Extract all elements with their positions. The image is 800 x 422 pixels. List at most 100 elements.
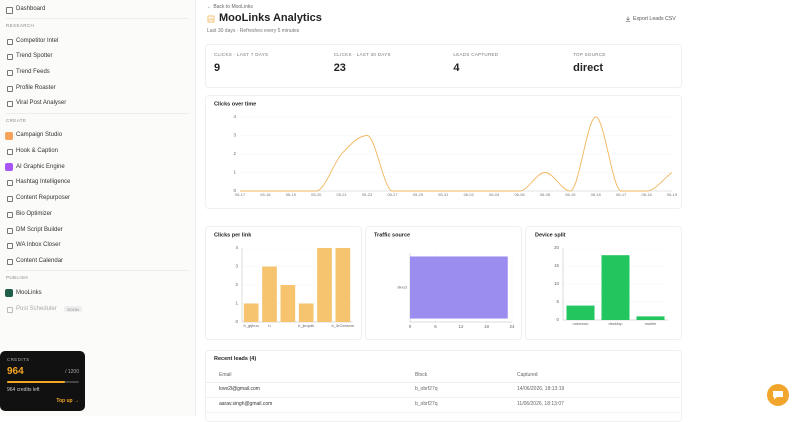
bar	[280, 285, 296, 322]
x-tick-label: 05-17	[235, 192, 246, 197]
line-series	[240, 116, 673, 192]
x-tick-label: 05-27	[387, 192, 398, 197]
credits-title: CREDITS	[7, 357, 30, 362]
nav-icon	[5, 131, 13, 140]
stats-card	[205, 44, 682, 88]
y-tick-label: direct	[397, 285, 408, 290]
traffic-card	[365, 226, 522, 340]
y-tick-label: 3	[235, 264, 238, 269]
x-tick-label: 05-31	[438, 192, 449, 197]
nav-item[interactable]: MooLinks	[16, 289, 42, 296]
nav-item[interactable]: Trend Feeds	[16, 68, 50, 75]
table-cell: aarav.singh@gmail.com	[219, 401, 273, 407]
table-title: Recent leads (4)	[214, 356, 257, 362]
nav-icon	[6, 227, 13, 234]
x-tick-label: 05-18	[260, 192, 271, 197]
bar	[335, 248, 351, 322]
back-link[interactable]: ← Back to MooLinks	[207, 4, 253, 10]
nav-item[interactable]: Competitor Intel	[16, 37, 59, 44]
stat-value: 4	[453, 62, 460, 74]
x-tick-label: h	[268, 323, 270, 328]
row-divider	[205, 397, 680, 398]
y-tick-label: 15	[554, 263, 560, 268]
table-cell: 11/06/2026, 18:13:07	[517, 401, 564, 407]
column-header: Email	[219, 372, 232, 378]
top-up[interactable]: Top up →	[56, 398, 79, 404]
nav-item[interactable]: Hashtag Intelligence	[16, 179, 71, 186]
page-title: MooLinks Analytics	[219, 12, 322, 24]
y-tick-label: 10	[554, 281, 560, 286]
x-tick-label: 06-19	[667, 192, 678, 197]
x-tick-label: b_3rOchsvm	[331, 323, 354, 328]
nav-icon	[6, 38, 13, 45]
row-divider	[205, 382, 680, 383]
x-tick-label: desktop	[608, 321, 623, 326]
stat-label: CLICKS · LAST 7 DAYS	[214, 52, 269, 57]
stat-value: 23	[333, 62, 346, 74]
x-tick-label: b_gtjhuo	[243, 323, 259, 328]
x-tick-label: 06-15	[565, 192, 576, 197]
nav-item[interactable]: Content Repurposer	[16, 195, 71, 202]
nav-icon	[6, 6, 13, 14]
x-tick-label: 05-20	[311, 192, 322, 197]
y-tick-label: 20	[554, 245, 560, 250]
section-title: RESEARCH	[6, 23, 35, 28]
device-card	[525, 226, 682, 340]
sidebar: Dashboard RESEARCH Competitor Intel Trend S…	[0, 0, 196, 416]
nav-item[interactable]: Hook & Caption	[16, 148, 59, 154]
nav-item[interactable]: AI Graphic Engine	[16, 163, 65, 170]
x-tick-label: unknown	[572, 321, 588, 326]
section-title: CREATE	[6, 117, 27, 123]
nav-item[interactable]: Dashboard	[16, 6, 46, 12]
section-title: PUBLISH	[6, 275, 29, 281]
row-divider	[205, 412, 680, 413]
nav-icon	[6, 196, 13, 203]
credits-total: / 1200	[65, 369, 79, 375]
nav-item[interactable]: Campaign Studio	[16, 132, 63, 139]
table-cell: b_obrf27q	[415, 401, 438, 407]
stat-value: 9	[214, 62, 221, 74]
nav-item[interactable]: Viral Post Analyser	[16, 100, 67, 107]
export-icon	[625, 16, 631, 22]
nav-icon	[6, 180, 13, 187]
nav-item[interactable]: WA Inbox Closer	[16, 242, 61, 249]
table-cell: b_obrf27q	[415, 386, 438, 392]
x-tick-label: 05-29	[413, 192, 424, 197]
x-tick-label: 06-08	[540, 192, 551, 197]
export-button[interactable]: Export Leads CSV	[633, 16, 676, 22]
column-header: Block	[415, 372, 428, 378]
y-tick-label: 4	[235, 245, 238, 250]
x-tick-label: 05-19	[286, 192, 297, 197]
x-tick-label: 06-17	[616, 192, 627, 197]
stat-label: CLICKS · LAST 30 DAYS	[333, 52, 391, 57]
nav-item[interactable]: Content Calendar	[16, 257, 64, 264]
badge: SOON	[64, 306, 82, 313]
x-tick-label: b_jknpdk	[298, 323, 314, 328]
stat-label: TOP SOURCE	[573, 52, 606, 57]
nav-item[interactable]: Profile Roaster	[16, 84, 56, 91]
x-tick-label: 12	[458, 324, 464, 329]
nav-item[interactable]: Bio Optimizer	[16, 210, 53, 217]
table-cell: 14/06/2026, 18:13:19	[517, 386, 565, 392]
chat-button[interactable]	[767, 384, 789, 406]
x-tick-label: 0	[409, 324, 412, 329]
credits-balance: 964	[7, 366, 24, 377]
nav-item[interactable]: DM Script Builder	[16, 226, 63, 233]
y-tick-label: 5	[556, 299, 559, 304]
x-tick-label: 05-23	[362, 192, 373, 197]
credits-track	[7, 381, 79, 383]
x-tick-label: mobile	[645, 321, 658, 326]
divider	[6, 18, 189, 19]
column-header: Captured	[517, 372, 538, 378]
nav-icon	[6, 258, 13, 265]
nav-item[interactable]: Trend Spotter	[16, 53, 53, 60]
nav-icon	[6, 101, 13, 108]
line-card	[205, 95, 682, 209]
title-icon	[207, 15, 215, 23]
x-tick-label: 06-18	[641, 192, 652, 197]
x-tick-label: 06-16	[591, 192, 602, 197]
x-tick-label: 06-02	[464, 192, 475, 197]
divider	[6, 270, 189, 272]
bar	[636, 316, 665, 320]
